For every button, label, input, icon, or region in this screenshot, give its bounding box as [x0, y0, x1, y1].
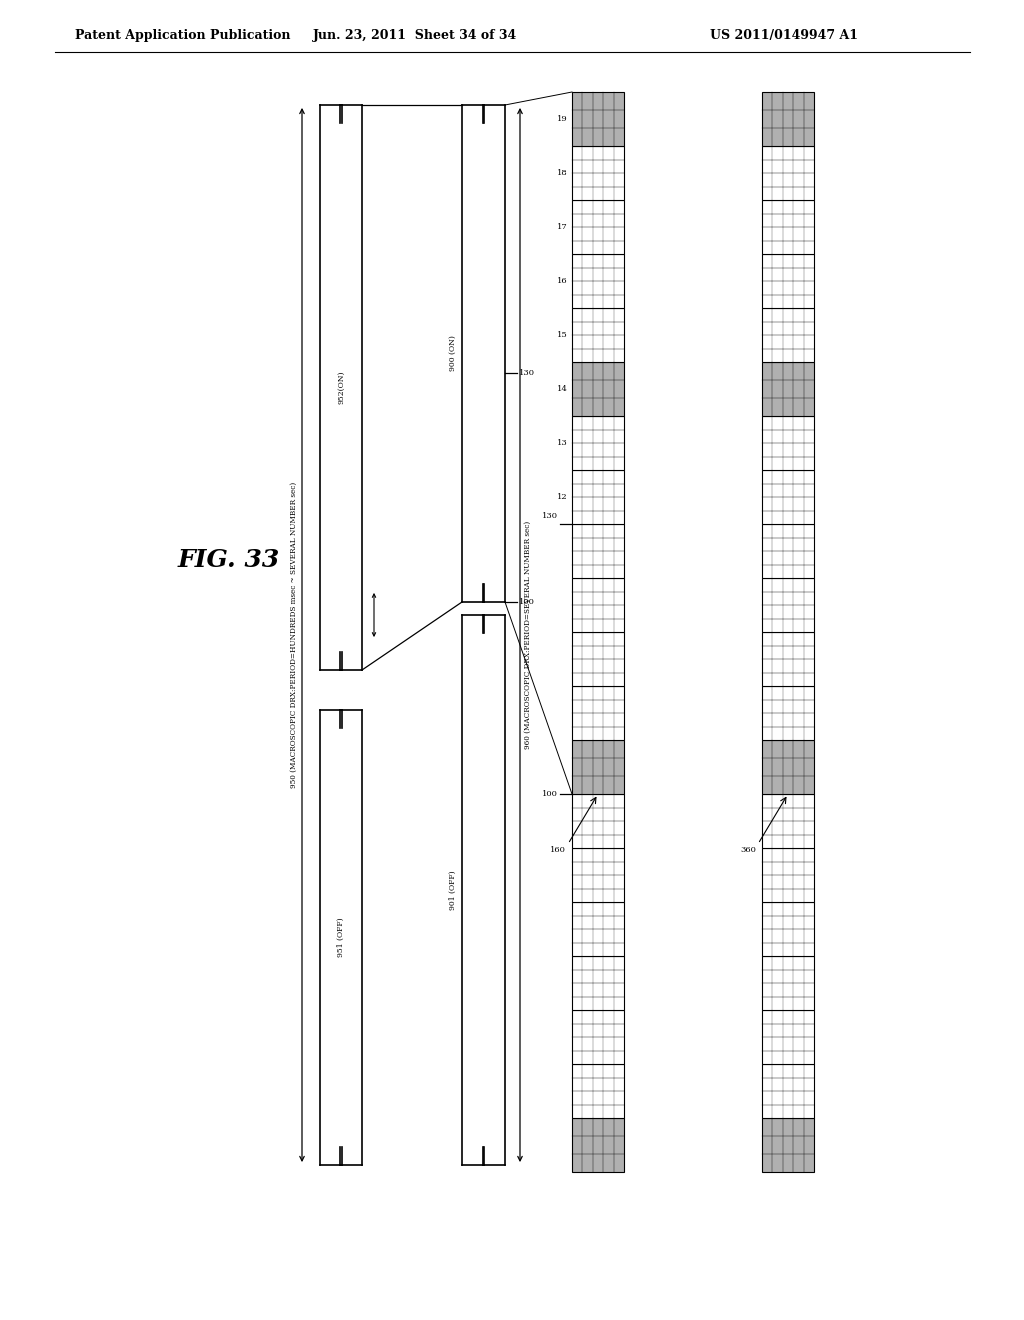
Bar	[762, 632, 814, 686]
Bar	[572, 1010, 624, 1064]
Bar	[762, 253, 814, 308]
Bar	[762, 847, 814, 902]
Bar	[572, 416, 624, 470]
Bar	[762, 201, 814, 253]
Bar	[572, 1064, 624, 1118]
Text: 19: 19	[557, 115, 568, 123]
Text: 14: 14	[557, 385, 568, 393]
Text: 960 (MACROSCOPIC DRX:PERIOD=SEVERAL NUMBER sec): 960 (MACROSCOPIC DRX:PERIOD=SEVERAL NUMB…	[524, 521, 532, 750]
Text: 100: 100	[542, 789, 558, 799]
Text: 130: 130	[519, 370, 535, 378]
Bar	[762, 416, 814, 470]
Text: 17: 17	[557, 223, 568, 231]
Bar	[762, 902, 814, 956]
Bar	[572, 847, 624, 902]
Text: 16: 16	[557, 277, 568, 285]
Text: FIG. 33: FIG. 33	[178, 548, 281, 572]
Text: US 2011/0149947 A1: US 2011/0149947 A1	[710, 29, 858, 41]
Bar	[572, 902, 624, 956]
Bar	[572, 686, 624, 741]
Bar	[762, 578, 814, 632]
Bar	[572, 524, 624, 578]
Bar	[762, 308, 814, 362]
Text: 13: 13	[557, 440, 568, 447]
Bar	[762, 956, 814, 1010]
Text: 15: 15	[557, 331, 568, 339]
Text: 952(ON): 952(ON)	[337, 371, 345, 404]
Bar	[762, 147, 814, 201]
Bar	[572, 201, 624, 253]
Text: 12: 12	[557, 492, 568, 502]
Bar	[572, 578, 624, 632]
Bar	[762, 470, 814, 524]
Text: 950 (MACROSCOPIC DRX:PERIOD=HUNDREDS msec ~ SEVERAL NUMBER sec): 950 (MACROSCOPIC DRX:PERIOD=HUNDREDS mse…	[290, 482, 298, 788]
Bar	[762, 741, 814, 795]
Bar	[572, 362, 624, 416]
Bar	[762, 92, 814, 147]
Bar	[572, 956, 624, 1010]
Bar	[762, 686, 814, 741]
Text: 160: 160	[550, 846, 566, 854]
Bar	[762, 795, 814, 847]
Bar	[572, 308, 624, 362]
Text: 100: 100	[519, 598, 535, 606]
Text: 130: 130	[542, 512, 558, 520]
Bar	[572, 470, 624, 524]
Bar	[762, 524, 814, 578]
Bar	[762, 362, 814, 416]
Text: Jun. 23, 2011  Sheet 34 of 34: Jun. 23, 2011 Sheet 34 of 34	[313, 29, 517, 41]
Bar	[762, 1118, 814, 1172]
Bar	[572, 1118, 624, 1172]
Text: 901 (OFF): 901 (OFF)	[449, 870, 457, 909]
Bar	[572, 147, 624, 201]
Text: Patent Application Publication: Patent Application Publication	[75, 29, 291, 41]
Text: 18: 18	[557, 169, 568, 177]
Text: 951 (OFF): 951 (OFF)	[337, 917, 345, 957]
Text: 900 (ON): 900 (ON)	[449, 335, 457, 371]
Bar	[572, 92, 624, 147]
Bar	[762, 1010, 814, 1064]
Bar	[572, 795, 624, 847]
Bar	[572, 632, 624, 686]
Bar	[762, 1064, 814, 1118]
Bar	[572, 253, 624, 308]
Text: 360: 360	[740, 846, 756, 854]
Bar	[572, 741, 624, 795]
